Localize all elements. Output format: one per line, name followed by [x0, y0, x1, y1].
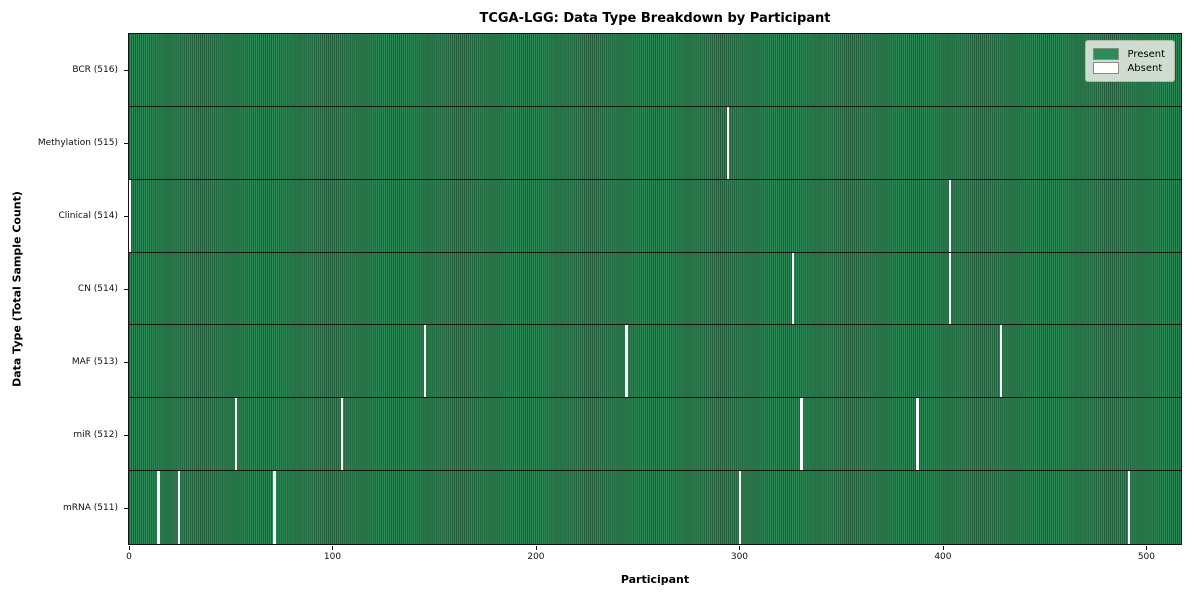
heatmap-row-miR — [129, 398, 1181, 472]
heatmap-row-Methylation — [129, 106, 1181, 180]
x-tick-label-200: 200 — [527, 552, 545, 562]
y-tick-label-Clinical: Clinical (514) — [58, 210, 118, 221]
y-tick-label-mRNA: mRNA (511) — [63, 503, 118, 514]
y-tick-label-MAF: MAF (513) — [71, 357, 118, 368]
heatmap-row-MAF — [129, 325, 1181, 399]
x-tick-label-300: 300 — [730, 552, 749, 562]
absent-marker — [340, 398, 343, 471]
y-tick-mark — [124, 289, 128, 290]
legend: Present Absent — [1085, 40, 1175, 82]
rows-layer — [129, 34, 1181, 544]
absent-marker — [129, 179, 132, 252]
y-tick-mark — [124, 362, 128, 364]
heatmap-row-BCR — [129, 34, 1181, 107]
absent-marker — [234, 398, 237, 471]
x-tick-mark — [332, 546, 334, 550]
x-tick-label-400: 400 — [934, 552, 952, 562]
x-tick-mark — [535, 546, 537, 550]
legend-entries: Present Absent — [1093, 48, 1165, 74]
y-tick-mark — [124, 435, 128, 437]
chart-title: TCGA-LGG: Data Type Breakdown by Partici… — [479, 11, 831, 26]
y-tick-mark — [124, 508, 128, 510]
plot-area: Present Absent — [128, 33, 1182, 545]
legend-entry-present: Present — [1093, 48, 1165, 60]
absent-marker — [177, 471, 180, 544]
y-tick-mark — [124, 69, 128, 71]
absent-marker — [949, 179, 952, 252]
x-axis-label: Participant — [620, 573, 690, 586]
absent-marker — [999, 325, 1002, 398]
x-axis-ticks: 0 100 200 300 400 500 — [126, 546, 1181, 566]
y-tick-label-Methylation: Methylation (515) — [37, 137, 118, 148]
x-tick-mark — [942, 546, 944, 550]
absent-marker — [273, 471, 276, 544]
y-tick-mark — [124, 215, 128, 217]
x-tick-label-0: 0 — [126, 552, 132, 562]
absent-marker — [949, 252, 952, 325]
absent-marker — [1128, 471, 1131, 544]
x-tick-label-500: 500 — [1137, 552, 1155, 562]
absent-marker — [424, 325, 427, 398]
y-tick-label-miR: miR (512) — [73, 430, 118, 441]
x-tick-mark — [1146, 546, 1148, 550]
legend-label-present: Present — [1127, 48, 1165, 60]
legend-swatch-absent — [1093, 62, 1120, 74]
absent-marker — [625, 325, 628, 398]
heatmap-row-CN — [129, 252, 1181, 326]
absent-marker — [739, 471, 742, 544]
legend-label-absent: Absent — [1127, 62, 1163, 74]
x-tick-label-100: 100 — [323, 552, 342, 562]
x-tick-mark — [739, 546, 741, 550]
x-tick-mark — [129, 546, 130, 550]
y-tick-mark — [124, 142, 128, 144]
heatmap-row-Clinical — [129, 179, 1181, 253]
legend-swatch-present — [1093, 48, 1120, 60]
y-tick-label-CN: CN (514) — [77, 284, 118, 294]
y-tick-label-BCR: BCR (516) — [72, 64, 118, 75]
absent-marker — [157, 471, 160, 544]
absent-marker — [916, 398, 919, 471]
heatmap-row-mRNA — [129, 471, 1181, 544]
absent-marker — [800, 398, 803, 471]
absent-marker — [727, 106, 730, 179]
absent-marker — [792, 252, 795, 325]
legend-entry-absent: Absent — [1093, 62, 1165, 74]
